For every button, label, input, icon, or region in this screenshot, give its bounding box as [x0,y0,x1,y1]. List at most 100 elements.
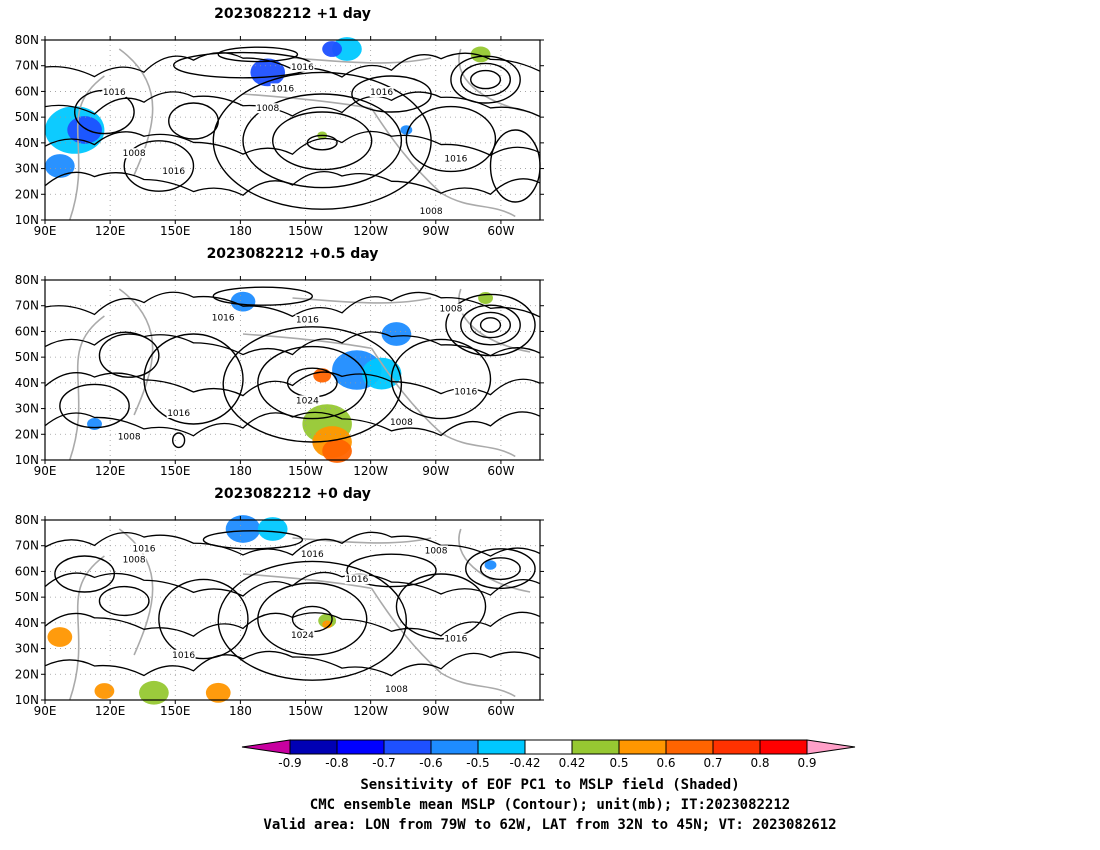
contour-label-bg [166,408,191,418]
colorbar-low-end [241,739,291,755]
colorbar-label: -0.42 [509,756,540,770]
contour-label: 1008 [390,418,413,428]
mslp-contour [460,62,511,97]
mslp-contour [44,411,541,437]
caption-line-2: CMC ensemble mean MSLP (Contour); unit(m… [309,797,791,813]
mslp-contour [202,530,304,550]
mslp-contour [390,338,492,420]
contour-label: 1016 [291,63,314,73]
contour-label: 1008 [123,555,146,565]
contour-label-bg [117,431,142,442]
mslp-contour [44,571,541,597]
coastline [371,107,442,194]
contour-label: 1016 [345,575,368,585]
coastline [292,57,432,64]
lat-label: 40N [15,376,39,390]
panel-title: 2023082212 +1 day [214,6,371,22]
lon-label: 120E [95,224,126,238]
mslp-contour [44,611,541,637]
contour-label-bg [443,633,468,644]
colorbar-label: 0.6 [656,756,675,770]
mslp-contour [44,331,541,357]
lon-label: 180 [229,704,252,718]
contour-label: 1008 [425,546,448,556]
lon-label: 150W [288,464,323,478]
sensitivity-shading [139,680,169,705]
colorbar-segment [665,739,714,755]
contour-label-bg [384,684,409,694]
contour-label: 1016 [454,387,477,397]
mslp-contour [98,585,150,617]
plot-frame [44,279,541,461]
map-panel-plus0day: 2023082212 +0 day 1016 1008 1016 1016 1008 10… [0,486,560,726]
contour-label: 1016 [301,550,324,560]
contour-label: 1016 [444,155,467,165]
colorbar: -0.9 -0.8 -0.7 -0.6 -0.5 -0.42 0.42 0.5 0.6 0.7 0.… [241,739,856,770]
map-plot: 1016 1016 1016 1008 1016 1008 1016 1016 1008 80N 7… [15,33,544,238]
lon-label: 150E [160,224,191,238]
coastline [292,537,432,544]
lon-label: 90W [422,704,449,718]
colorbar-segment [524,739,573,755]
colorbar-label: 0.9 [797,756,816,770]
lon-label: 120E [95,464,126,478]
lon-label: 180 [229,224,252,238]
contour-label-bg [300,549,325,559]
coastline [118,528,154,656]
mslp-contour [469,69,502,90]
mslp-contour [450,55,521,104]
mslp-contour [346,553,437,588]
coastline [371,347,442,434]
contour-label-bg [102,87,127,97]
sensitivity-shading [230,291,256,312]
contour-label: 1016 [296,315,319,325]
lat-label: 70N [15,59,39,73]
contour-label: 1016 [370,88,393,98]
coastline [458,288,531,353]
mslp-contour [470,311,512,339]
contour-label: 1008 [385,685,408,695]
mslp-contour [465,548,536,590]
coastline [440,672,516,698]
lon-label: 90W [422,224,449,238]
colorbar-segment [336,739,385,755]
contour-label-bg [161,166,186,177]
mslp-contour [222,326,403,443]
lon-label: 180 [229,464,252,478]
lat-label: 80N [15,33,39,47]
lat-label: 80N [15,513,39,527]
contour-label: 1008 [439,305,462,315]
contour-label: 1016 [162,167,185,177]
lon-label: 90E [34,464,57,478]
contour-label: 1016 [133,545,156,555]
lat-label: 70N [15,539,39,553]
mslp-contour [168,102,219,140]
mslp-contour [44,531,541,557]
contour-label-bg [453,386,478,397]
plot-background [45,520,540,700]
lon-label: 150W [288,224,323,238]
lat-label: 60N [15,84,39,98]
lat-label: 30N [15,642,39,656]
plot-frame [44,39,541,221]
contour-label-bg [369,87,394,97]
mslp-contour [98,333,160,378]
colorbar-label: 0.5 [609,756,628,770]
coastline [68,555,105,701]
lat-label: 20N [15,667,39,681]
mslp-contour [44,170,541,196]
colorbar-segment [618,739,667,755]
mslp-contour [123,140,195,192]
sensitivity-shading [484,560,497,570]
contour-label-bg [211,312,236,323]
colorbar-segment [759,739,808,755]
lon-label: 150W [288,704,323,718]
lon-label: 60W [487,704,514,718]
map-plot: 1016 1016 1008 1024 1016 1016 1008 1008 80N 70N 60… [15,273,544,478]
lon-label: 60W [487,464,514,478]
contour-label-bg [171,649,196,660]
contour-label: 1016 [212,314,235,324]
lon-label: 90W [422,464,449,478]
contour-label-bg [132,543,156,554]
lat-label: 10N [15,453,39,467]
